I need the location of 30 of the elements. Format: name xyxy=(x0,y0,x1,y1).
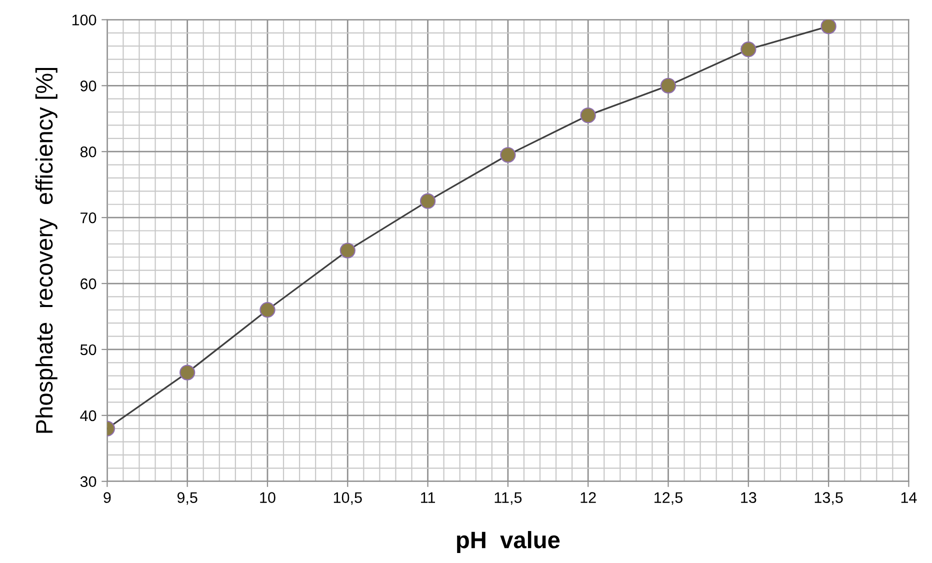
x-tick-label: 10 xyxy=(260,492,276,504)
x-tick-label: 11,5 xyxy=(494,492,522,505)
y-tick-label: 70 xyxy=(80,212,96,224)
point xyxy=(340,242,356,258)
x-tick-label: 9 xyxy=(104,492,111,504)
y-axis-title: Phosphate recovery efficiency [%] xyxy=(35,68,58,433)
x-tick-label: 12 xyxy=(580,492,596,503)
x-tick-label: 12,5 xyxy=(654,492,682,505)
x-axis-title: pH value xyxy=(457,531,560,554)
point xyxy=(580,107,596,124)
x-tick-label: 14 xyxy=(901,492,917,503)
y-tick-label: 80 xyxy=(80,146,96,158)
point xyxy=(740,42,756,58)
point xyxy=(179,364,196,380)
x-tick-label: 13,5 xyxy=(814,492,843,505)
y-tick-label: 60 xyxy=(80,278,96,290)
x-tick-label: 11 xyxy=(421,492,435,503)
point xyxy=(260,302,276,318)
y-tick-label: 90 xyxy=(80,80,96,92)
point xyxy=(820,20,836,34)
point xyxy=(500,147,516,163)
x-tick-label: 9,5 xyxy=(177,492,198,505)
y-tick-label: 100 xyxy=(72,14,96,26)
x-tick-label: 10,5 xyxy=(334,492,362,505)
point xyxy=(420,193,436,209)
point xyxy=(660,78,676,94)
y-tick-label: 50 xyxy=(80,344,96,356)
x-tick-label: 13 xyxy=(741,492,756,504)
y-tick-label: 30 xyxy=(80,476,96,488)
y-tick-label: 40 xyxy=(80,410,96,422)
